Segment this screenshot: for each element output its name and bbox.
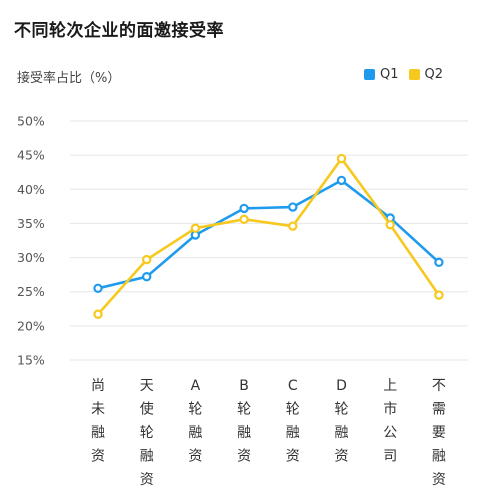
legend-swatch-q1: [364, 69, 375, 80]
x-tick-label: 不需要融资: [432, 378, 446, 488]
chart-title: 不同轮次企业的面邀接受率: [14, 21, 224, 41]
data-point-q2: [239, 214, 249, 225]
x-tick-label: 上市公司: [383, 378, 397, 465]
legend-label-q2: Q2: [424, 67, 444, 82]
data-point-q2: [385, 220, 395, 230]
data-point-q1: [288, 202, 298, 212]
y-tick-label: 30%: [17, 250, 45, 265]
y-tick-label: 15%: [17, 353, 45, 368]
legend-item-q1: Q1: [364, 67, 399, 82]
data-point-q1: [336, 175, 347, 186]
x-tick-label: 天使轮融资: [140, 378, 154, 488]
data-point-q2: [141, 254, 152, 265]
y-axis-label: 接受率占比（%）: [17, 71, 121, 86]
data-point-q2: [288, 221, 298, 231]
y-tick-label: 50%: [17, 114, 45, 129]
data-point-q2: [434, 290, 444, 300]
data-point-q1: [239, 203, 249, 214]
y-tick-label: 20%: [17, 318, 45, 333]
y-tick-label: 40%: [17, 182, 45, 197]
series-line-q2: [96, 157, 441, 316]
data-point-q2: [93, 309, 103, 319]
legend-swatch-q2: [408, 69, 420, 80]
data-point-q2: [190, 223, 201, 233]
x-tick-label: 尚未融资: [91, 378, 105, 465]
x-tick-label: B 轮融资: [237, 378, 251, 465]
series-line-q1: [96, 179, 441, 290]
y-tick-label: 35%: [17, 216, 45, 231]
y-tick-label: 45%: [17, 148, 45, 163]
x-tick-label: C 轮融资: [286, 378, 300, 465]
data-point-q1: [93, 283, 103, 293]
data-point-q1: [141, 271, 152, 282]
legend: Q1 Q2: [364, 67, 453, 82]
x-tick-label: D 轮融资: [335, 378, 349, 465]
data-point-q2: [336, 153, 347, 164]
x-tick-label: A 轮融资: [188, 378, 202, 465]
legend-label-q1: Q1: [380, 67, 399, 82]
legend-item-q2: Q2: [408, 67, 444, 82]
y-tick-label: 25%: [17, 284, 45, 299]
data-point-q1: [434, 257, 444, 268]
